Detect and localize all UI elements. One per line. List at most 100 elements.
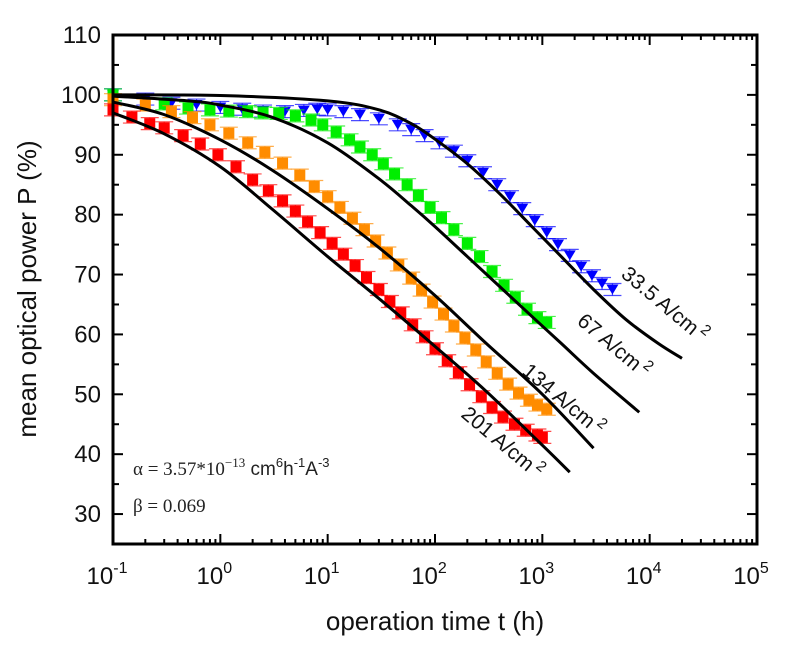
marker-square	[521, 303, 533, 315]
marker-square	[322, 191, 334, 203]
data-point	[273, 156, 292, 170]
marker-square	[223, 105, 235, 117]
marker-square	[377, 158, 389, 170]
marker-square	[497, 411, 509, 423]
data-point	[208, 148, 227, 162]
x-tick-exponent: 4	[653, 560, 662, 577]
data-point	[334, 105, 353, 119]
x-tick-base: 10	[304, 563, 331, 590]
marker-square	[194, 138, 206, 150]
marker-triangle	[540, 227, 553, 238]
marker-square	[289, 205, 301, 217]
marker-square	[407, 319, 419, 331]
marker-triangle	[585, 270, 598, 281]
y-tick-label: 110	[63, 22, 101, 49]
marker-square	[242, 137, 254, 149]
marker-square	[491, 367, 503, 379]
x-tick-label: 101	[304, 560, 340, 590]
data-point	[290, 168, 309, 182]
marker-square	[531, 312, 543, 324]
marker-square	[486, 266, 498, 278]
data-point	[458, 154, 477, 168]
marker-square	[139, 99, 151, 111]
alpha-symbol: α	[133, 459, 143, 480]
marker-square	[502, 378, 514, 390]
fit-curves	[112, 93, 683, 474]
marker-triangle	[461, 155, 474, 166]
alpha-unit-a: A	[305, 459, 318, 480]
marker-triangle	[552, 239, 565, 250]
marker-triangle	[405, 124, 418, 135]
marker-square	[541, 316, 553, 328]
marker-triangle	[391, 119, 404, 130]
marker-triangle	[353, 109, 366, 120]
marker-square	[360, 272, 372, 284]
marker-square	[424, 201, 436, 213]
marker-square	[317, 119, 329, 131]
fit-curve	[112, 100, 595, 450]
marker-triangle	[447, 146, 460, 157]
marker-square	[373, 284, 385, 295]
data-point	[423, 295, 442, 309]
data-point	[560, 248, 579, 262]
marker-square	[384, 295, 396, 307]
marker-square	[186, 112, 198, 124]
x-tick-exponent: 3	[545, 560, 554, 577]
x-tick-exponent: 5	[760, 560, 769, 577]
x-tick-exponent: 0	[223, 560, 232, 577]
marker-square	[498, 279, 510, 291]
data-point	[537, 226, 556, 240]
marker-square	[305, 114, 317, 126]
x-tick-label: 103	[519, 560, 555, 590]
y-tick-label: 40	[74, 441, 101, 468]
data-point	[302, 113, 321, 127]
curve-label: 67 A/cm2	[573, 306, 657, 383]
marker-square	[326, 237, 338, 249]
marker-square	[429, 343, 441, 355]
marker-square	[401, 179, 413, 191]
marker-square	[314, 227, 326, 239]
y-tick-label: 30	[74, 501, 101, 528]
marker-square	[448, 224, 460, 236]
data-point	[243, 173, 262, 187]
marker-square	[302, 216, 314, 228]
data-point	[255, 145, 274, 159]
marker-square	[165, 106, 177, 118]
alpha-unit-h: h	[283, 459, 294, 480]
data-point	[305, 179, 324, 194]
marker-square	[366, 149, 378, 161]
x-tick-label: 105	[733, 560, 769, 590]
y-tick-label: 60	[74, 321, 101, 348]
marker-square	[395, 307, 407, 319]
data-point	[350, 140, 369, 154]
marker-square	[277, 195, 289, 207]
marker-square	[204, 119, 216, 131]
y-tick-label: 70	[74, 262, 101, 289]
marker-square	[349, 260, 361, 272]
marker-square	[416, 284, 428, 296]
marker-square	[308, 181, 320, 193]
marker-square	[289, 110, 301, 122]
axis-ticks	[113, 34, 757, 544]
marker-triangle	[504, 191, 517, 202]
marker-square	[405, 272, 417, 284]
x-tick-label: 100	[197, 560, 233, 590]
marker-square	[158, 98, 170, 110]
y-tick-labels: 30 40 50 60 70 80 90 100 110	[61, 22, 101, 528]
data-point	[466, 343, 485, 357]
marker-square	[358, 224, 370, 236]
data-point	[259, 184, 278, 198]
x-tick-exponent: -1	[113, 560, 127, 577]
data-point	[227, 160, 246, 174]
x-tick-base: 10	[733, 563, 760, 590]
marker-triangle	[528, 215, 541, 226]
marker-square	[541, 403, 553, 415]
marker-triangle	[476, 167, 489, 178]
marker-square	[536, 431, 548, 443]
data-point	[238, 136, 257, 150]
marker-square	[212, 149, 224, 161]
marker-square	[273, 107, 285, 119]
data-point	[286, 204, 305, 218]
marker-triangle	[337, 106, 350, 117]
marker-triangle	[491, 179, 504, 190]
